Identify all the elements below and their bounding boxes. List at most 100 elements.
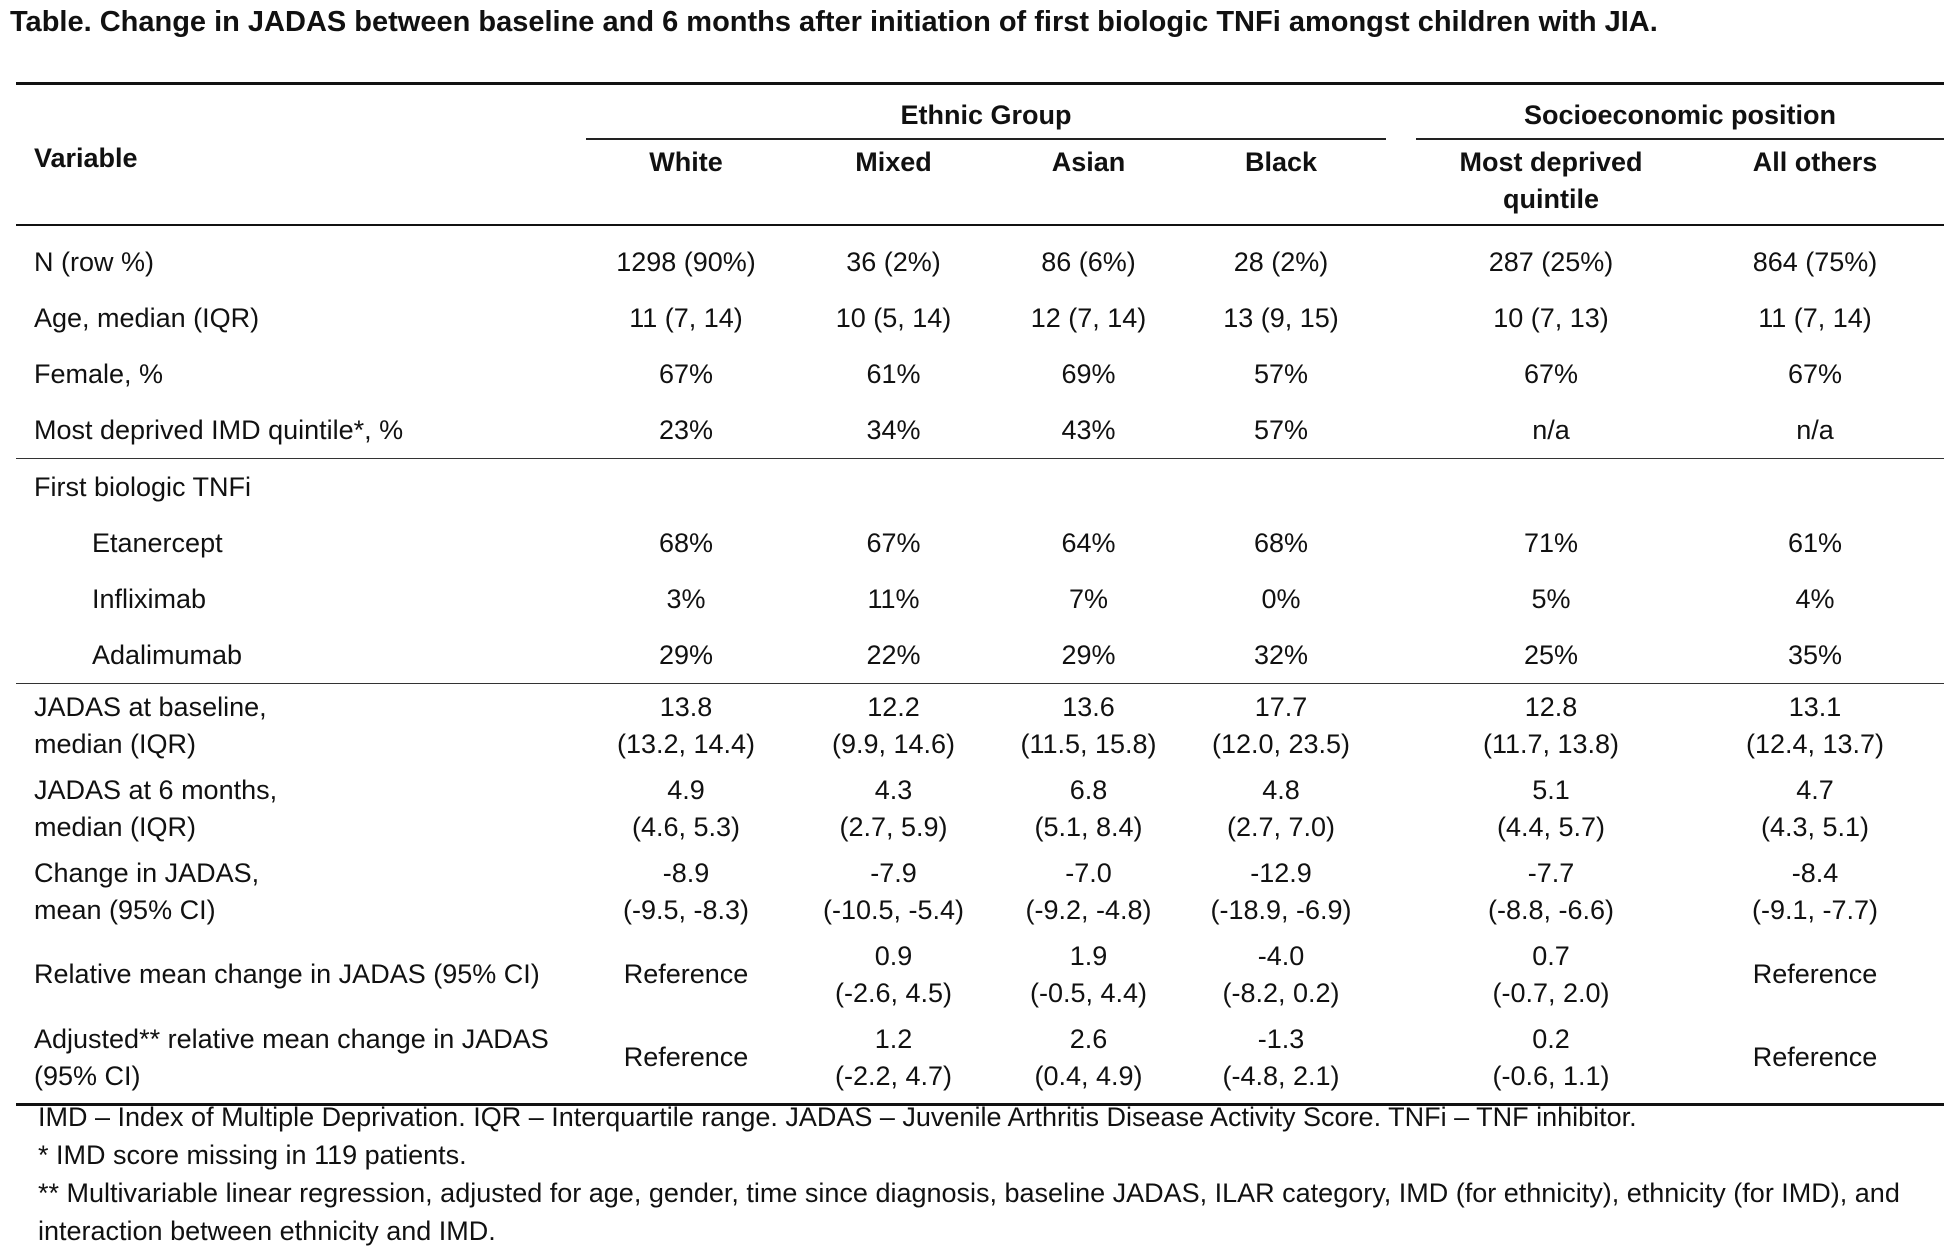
row-label-line: Change in JADAS, <box>34 857 260 888</box>
cell-estimate: 1.9 <box>1069 940 1108 971</box>
row-label: JADAS at baseline, median (IQR) <box>16 684 586 768</box>
table-cell: 61% <box>1787 527 1843 558</box>
table-cell: 4.3 (2.7, 5.9) <box>786 767 1001 850</box>
table-cell: 67% <box>1523 358 1579 389</box>
cell-interval: (4.6, 5.3) <box>631 811 741 842</box>
table-cell: -1.3 (-4.8, 2.1) <box>1176 1016 1386 1105</box>
table-cell: n/a <box>1532 414 1570 445</box>
row-label: Infliximab <box>92 583 207 614</box>
table-cell: 12.8 (11.7, 13.8) <box>1416 684 1686 768</box>
cell-interval: (11.7, 13.8) <box>1482 728 1620 759</box>
table-cell: 11% <box>867 583 920 614</box>
table-header: Variable Ethnic Group Socioeconomic posi… <box>16 83 1944 226</box>
cell-interval: (-18.9, -6.9) <box>1210 894 1352 925</box>
cell-estimate: 4.8 <box>1262 774 1300 805</box>
table-cell: 287 (25%) <box>1488 246 1614 277</box>
table-cell: Reference <box>1686 933 1944 1016</box>
row-label-line: (95% CI) <box>34 1060 141 1091</box>
table-cell: 34% <box>866 414 921 445</box>
cell-estimate: -1.3 <box>1257 1023 1305 1054</box>
table-row: Infliximab 3% 11% 7% 0% 5% 4% <box>16 571 1944 627</box>
table-cell: 61% <box>866 358 921 389</box>
table-cell: 71% <box>1523 527 1579 558</box>
table-cell: -12.9 (-18.9, -6.9) <box>1176 850 1386 933</box>
col-header-most-deprived: Most deprived quintile <box>1459 147 1643 214</box>
table-cell: -7.7 (-8.8, -6.6) <box>1416 850 1686 933</box>
cell-estimate: 0.7 <box>1532 940 1570 971</box>
table-cell: 0.9 (-2.6, 4.5) <box>786 933 1001 1016</box>
row-label: JADAS at 6 months, median (IQR) <box>16 767 586 850</box>
table-row: Adjusted** relative mean change in JADAS… <box>16 1016 1944 1105</box>
table-cell: 29% <box>658 639 714 670</box>
table-cell: 1.9 (-0.5, 4.4) <box>1001 933 1176 1016</box>
row-label: N (row %) <box>34 246 154 277</box>
table-cell: 6.8 (5.1, 8.4) <box>1001 767 1176 850</box>
cell-estimate: 17.7 <box>1254 691 1308 722</box>
row-label: Relative mean change in JADAS (95% CI) <box>16 933 586 1016</box>
cell-interval: (-9.2, -4.8) <box>1025 894 1152 925</box>
cell-estimate: -7.0 <box>1065 857 1112 888</box>
table-cell: -8.4 (-9.1, -7.7) <box>1686 850 1944 933</box>
table-cell: 32% <box>1253 639 1309 670</box>
cell-estimate: 2.6 <box>1069 1023 1108 1054</box>
row-label: Etanercept <box>92 527 223 558</box>
cell-estimate: Reference <box>623 1042 749 1072</box>
col-header-white: White <box>649 147 723 177</box>
row-label-line: JADAS at 6 months, <box>34 774 278 805</box>
cell-estimate: -7.7 <box>1527 857 1575 888</box>
table-cell: 36 (2%) <box>846 246 941 277</box>
table-cell: 67% <box>658 358 714 389</box>
table-cell: 67% <box>1787 358 1843 389</box>
cell-interval: (-8.8, -6.6) <box>1487 894 1615 925</box>
table-title: Table. Change in JADAS between baseline … <box>10 6 1658 38</box>
row-label-line: mean (95% CI) <box>34 894 216 925</box>
cell-interval: (-0.6, 1.1) <box>1492 1060 1610 1091</box>
table-row: JADAS at baseline, median (IQR) 13.8 (13.2,… <box>16 684 1944 768</box>
table-cell: -7.0 (-9.2, -4.8) <box>1001 850 1176 933</box>
table-cell: 1.2 (-2.2, 4.7) <box>786 1016 1001 1105</box>
table-cell: n/a <box>1796 414 1834 445</box>
cell-estimate: Reference <box>1752 1042 1878 1072</box>
table-cell: 11 (7, 14) <box>629 302 743 333</box>
cell-interval: (5.1, 8.4) <box>1034 811 1143 842</box>
cell-interval: (-8.2, 0.2) <box>1222 977 1340 1008</box>
table-cell: 69% <box>1061 358 1116 389</box>
table-cell: 10 (7, 13) <box>1493 302 1609 333</box>
table-cell: 4.8 (2.7, 7.0) <box>1176 767 1386 850</box>
table-cell: 4% <box>1795 583 1835 614</box>
section-heading-row: First biologic TNFi <box>16 459 1944 516</box>
cell-interval: (2.7, 5.9) <box>839 811 948 842</box>
cell-interval: (-0.7, 2.0) <box>1492 977 1610 1008</box>
table-cell: 5.1 (4.4, 5.7) <box>1416 767 1686 850</box>
table-row: Relative mean change in JADAS (95% CI) Re… <box>16 933 1944 1016</box>
table-row: Adalimumab 29% 22% 29% 32% 25% 35% <box>16 627 1944 684</box>
cell-estimate: 6.8 <box>1069 774 1108 805</box>
cell-estimate: -7.9 <box>870 857 917 888</box>
ethnic-group-header: Ethnic Group <box>586 83 1386 140</box>
table-cell: 4.7 (4.3, 5.1) <box>1686 767 1944 850</box>
col-header-all-others: All others <box>1752 147 1878 177</box>
row-label: Age, median (IQR) <box>34 302 260 333</box>
cell-estimate: 1.2 <box>874 1023 913 1054</box>
row-label-line: median (IQR) <box>34 728 197 759</box>
row-label: Adalimumab <box>92 639 243 670</box>
cell-estimate: 0.2 <box>1532 1023 1570 1054</box>
cell-estimate: -12.9 <box>1250 857 1312 888</box>
table-cell: 17.7 (12.0, 23.5) <box>1176 684 1386 768</box>
table-cell: 64% <box>1061 527 1116 558</box>
table-row: JADAS at 6 months, median (IQR) 4.9 (4.6, 5… <box>16 767 1944 850</box>
row-label: Female, % <box>34 358 164 389</box>
table-cell: 13.6 (11.5, 15.8) <box>1001 684 1176 768</box>
footnote-abbreviations: IMD – Index of Multiple Deprivation. IQR… <box>38 1102 1637 1132</box>
table-cell: 7% <box>1068 583 1109 614</box>
table-cell: 35% <box>1787 639 1843 670</box>
cell-interval: (2.7, 7.0) <box>1226 811 1336 842</box>
table-row: Most deprived IMD quintile*, % 23% 34% 43% 5… <box>16 402 1944 459</box>
cell-interval: (-10.5, -5.4) <box>822 894 965 925</box>
table-cell: Reference <box>586 933 786 1016</box>
table-row: N (row %) 1298 (90%) 36 (2%) 86 (6%) 28 (2%)… <box>16 225 1944 290</box>
cell-interval: (-9.1, -7.7) <box>1751 894 1879 925</box>
table-cell: 12.2 (9.9, 14.6) <box>786 684 1001 768</box>
table-cell: 67% <box>866 527 921 558</box>
table-row: Female, % 67% 61% 69% 57% 67% 67% <box>16 346 1944 402</box>
